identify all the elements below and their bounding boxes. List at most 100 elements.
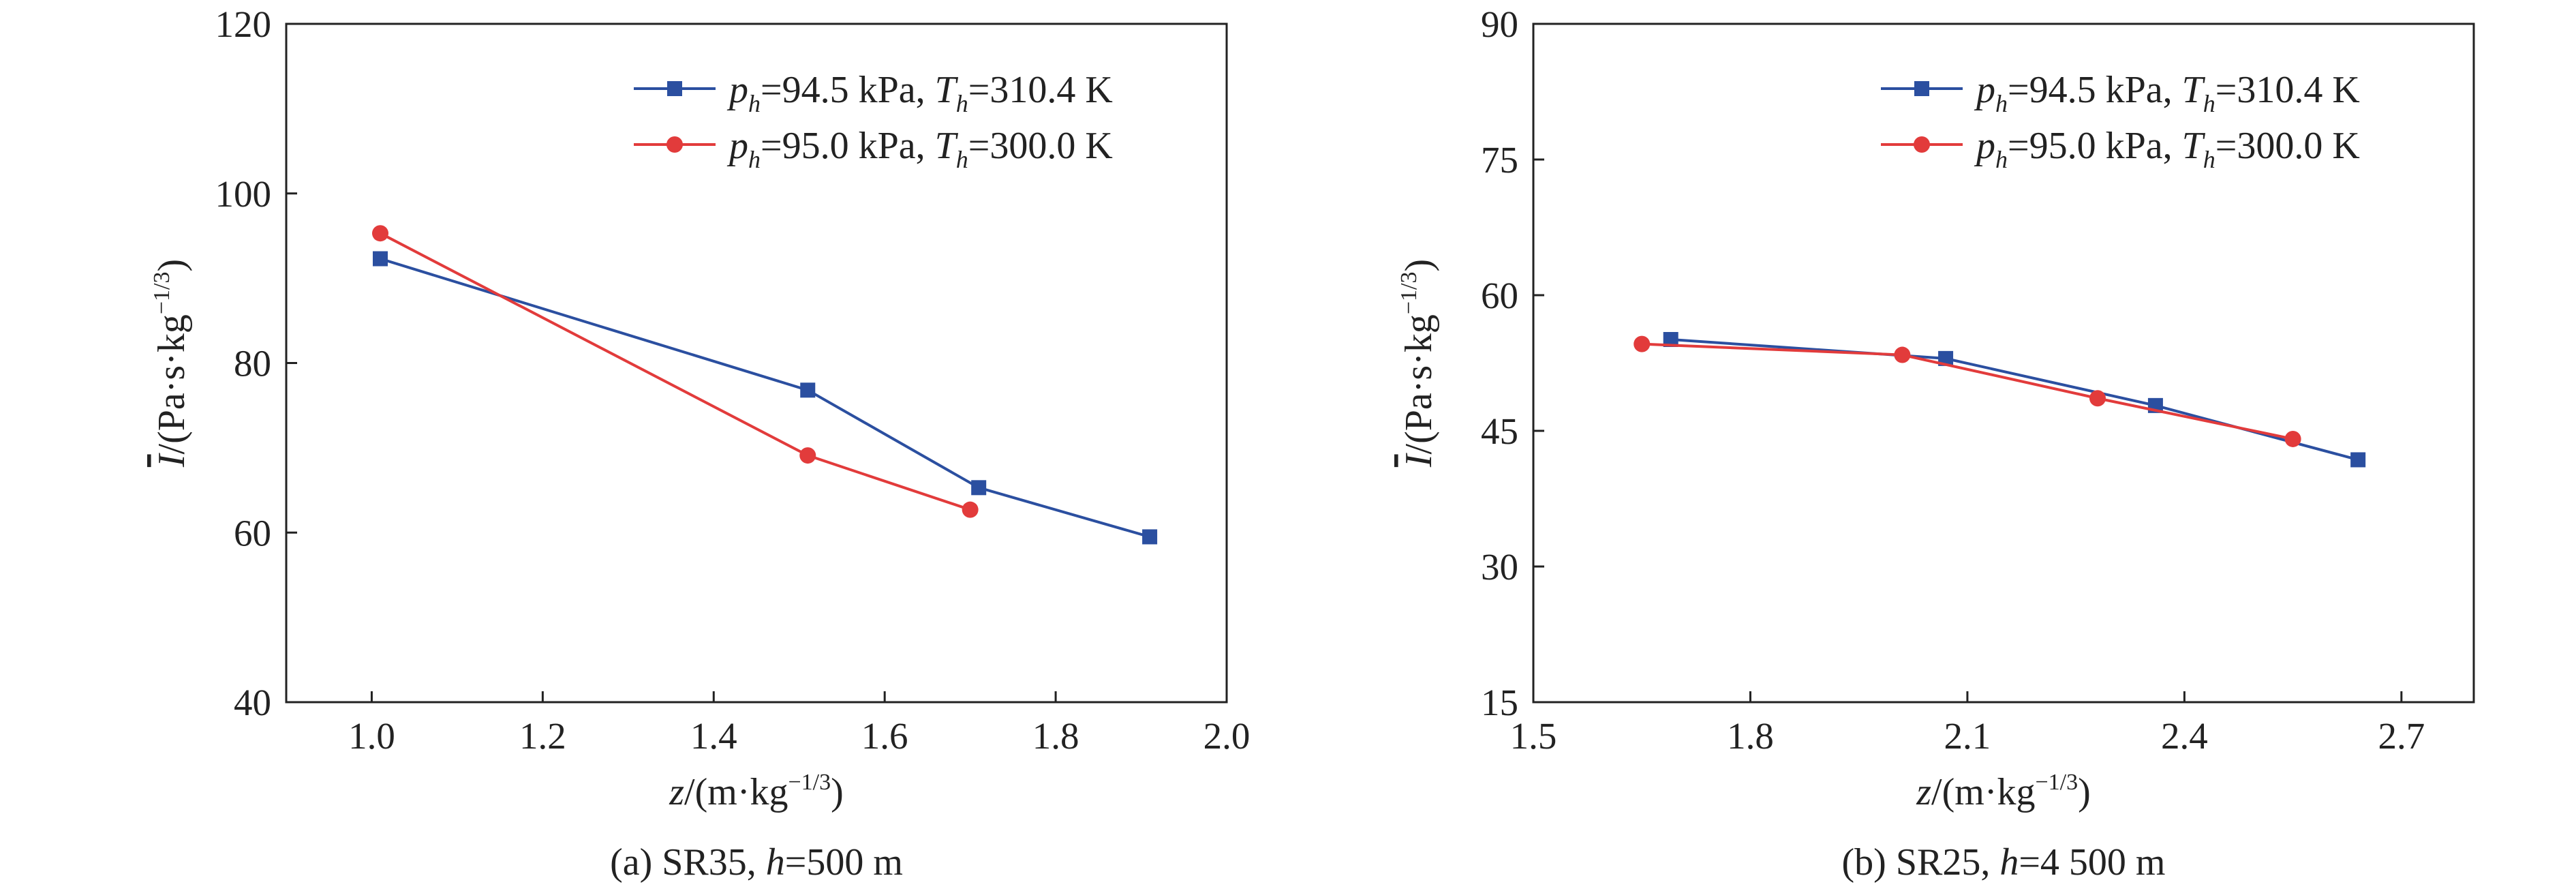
x-axis-exponent: −1/3 — [2035, 770, 2078, 795]
legend-p-value: =94.5 kPa, — [2008, 69, 2182, 111]
legend-entry: ph=94.5 kPa, Th=310.4 K — [1974, 69, 2360, 117]
x-axis-var: z — [1916, 771, 1931, 813]
y-axis-close: ) — [151, 259, 193, 272]
legend-entry: ph=95.0 kPa, Th=300.0 K — [726, 125, 1113, 173]
legend-t-sub: h — [956, 90, 968, 117]
y-axis-exponent: −1/3 — [1396, 272, 1422, 315]
data-point-circle — [962, 501, 979, 518]
data-point-circle — [1894, 346, 1911, 363]
caption-prefix: (a) SR35, — [610, 841, 766, 884]
legend-t: T — [935, 69, 959, 111]
chart-panel-b: 1.5 1.8 2.1 2.4 2.7153045607590z/(m·kg−1/3)I… — [1396, 3, 2475, 884]
panel-caption: (a) SR35, h=500 m — [610, 841, 903, 884]
y-axis-label: I/(Pa·s·kg−1/3) — [149, 259, 193, 468]
legend-t: T — [935, 125, 959, 167]
x-tick-label: 2.1 — [1944, 715, 1991, 757]
x-tick-label: 1.2 — [519, 715, 566, 757]
plot-frame — [1532, 22, 2475, 704]
legend-p: p — [726, 125, 748, 167]
data-point-square — [1142, 529, 1158, 545]
y-tick-label: 15 — [1481, 682, 1518, 723]
data-point-circle — [2284, 430, 2301, 447]
x-axis-close: ) — [831, 771, 844, 813]
caption-prefix: (b) SR25, — [1842, 841, 2000, 884]
legend-marker-circle — [666, 136, 683, 153]
legend-marker-square — [1914, 81, 1929, 96]
legend-p: p — [1974, 125, 1995, 167]
y-axis-close: ) — [1398, 259, 1440, 272]
legend-t-value: =310.4 K — [968, 69, 1113, 111]
data-point-square — [373, 251, 388, 267]
data-point-circle — [799, 447, 816, 464]
y-tick-label: 40 — [234, 682, 271, 723]
legend-p-sub: h — [1995, 146, 2008, 173]
legend-marker-circle — [1914, 136, 1930, 153]
series-line-2 — [1642, 342, 2294, 440]
y-tick-label: 60 — [234, 512, 271, 554]
y-tick-label: 45 — [1481, 410, 1518, 452]
y-axis-unit: /(Pa·s·kg — [1398, 314, 1440, 454]
caption-value: =500 m — [785, 841, 903, 884]
x-tick-label: 1.8 — [1727, 715, 1774, 757]
legend-entry: ph=95.0 kPa, Th=300.0 K — [1974, 125, 2360, 173]
data-point-square — [2350, 452, 2366, 468]
x-tick-label: 1.0 — [348, 715, 395, 757]
y-tick-label: 60 — [1481, 275, 1518, 316]
legend-p-sub: h — [1995, 90, 2008, 117]
y-tick-label: 75 — [1481, 139, 1518, 181]
series-line-2 — [380, 232, 971, 511]
legend-t: T — [2182, 69, 2206, 111]
y-axis-var: I — [1398, 453, 1440, 468]
caption-var: h — [1999, 841, 2019, 884]
legend-t-value: =300.0 K — [2215, 125, 2360, 167]
legend-p-value: =94.5 kPa, — [761, 69, 935, 111]
y-tick-label: 120 — [215, 3, 272, 45]
y-tick-label: 100 — [215, 173, 272, 215]
caption-value: =4 500 m — [2019, 841, 2165, 884]
y-tick-label: 30 — [1481, 546, 1518, 588]
x-axis-close: ) — [2078, 771, 2091, 813]
x-axis-unit: /(m·kg — [684, 771, 788, 813]
x-axis-label: z/(m·kg−1/3) — [669, 770, 844, 813]
data-point-square — [1663, 332, 1678, 348]
legend-marker-square — [667, 81, 682, 96]
legend-p-sub: h — [748, 146, 761, 173]
x-tick-label: 1.8 — [1032, 715, 1079, 757]
panel-caption: (b) SR25, h=4 500 m — [1842, 841, 2166, 884]
data-point-square — [971, 480, 987, 496]
legend-t-sub: h — [2203, 146, 2215, 173]
legend-t-value: =310.4 K — [2215, 69, 2360, 111]
series-line-1 — [380, 257, 1150, 539]
legend-p: p — [1974, 69, 1995, 111]
y-axis-var: I — [151, 453, 193, 468]
chart-panel-a: 1.0 1.2 1.4 1.6 1.8 2.0406080100120z/(m·kg−1/… — [149, 3, 1250, 884]
data-point-circle — [372, 225, 388, 242]
y-axis-label: I/(Pa·s·kg−1/3) — [1396, 259, 1440, 468]
y-axis-unit: /(Pa·s·kg — [151, 314, 193, 454]
x-tick-label: 2.4 — [2161, 715, 2208, 757]
data-point-circle — [2089, 390, 2106, 407]
x-axis-unit: /(m·kg — [1931, 771, 2035, 813]
series-line-1 — [1670, 338, 2359, 462]
x-axis-exponent: −1/3 — [788, 770, 831, 795]
x-tick-label: 2.7 — [2378, 715, 2425, 757]
data-point-circle — [1634, 335, 1651, 352]
legend-p: p — [726, 69, 748, 111]
data-point-square — [1938, 350, 1954, 366]
x-tick-label: 1.6 — [861, 715, 908, 757]
x-axis-var: z — [669, 771, 684, 813]
x-tick-label: 1.4 — [690, 715, 737, 757]
legend-p-value: =95.0 kPa, — [2008, 125, 2182, 167]
y-axis-exponent: −1/3 — [149, 272, 174, 315]
data-point-square — [800, 382, 816, 398]
x-tick-label: 1.5 — [1510, 715, 1557, 757]
legend-t-sub: h — [956, 146, 968, 173]
x-tick-label: 2.0 — [1203, 715, 1251, 757]
legend-entry: ph=94.5 kPa, Th=310.4 K — [726, 69, 1113, 117]
legend-t: T — [2182, 125, 2206, 167]
legend-p-value: =95.0 kPa, — [761, 125, 935, 167]
legend-t-value: =300.0 K — [968, 125, 1113, 167]
y-tick-label: 90 — [1481, 3, 1518, 45]
y-tick-label: 80 — [234, 343, 271, 384]
